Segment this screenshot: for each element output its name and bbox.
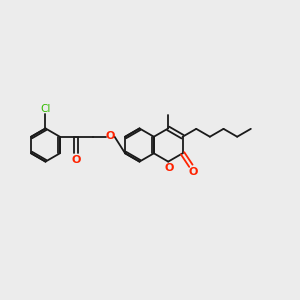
Text: O: O [188, 167, 198, 177]
Text: O: O [165, 163, 174, 173]
Text: O: O [106, 131, 115, 141]
Text: Cl: Cl [40, 104, 51, 114]
Text: O: O [72, 155, 81, 165]
